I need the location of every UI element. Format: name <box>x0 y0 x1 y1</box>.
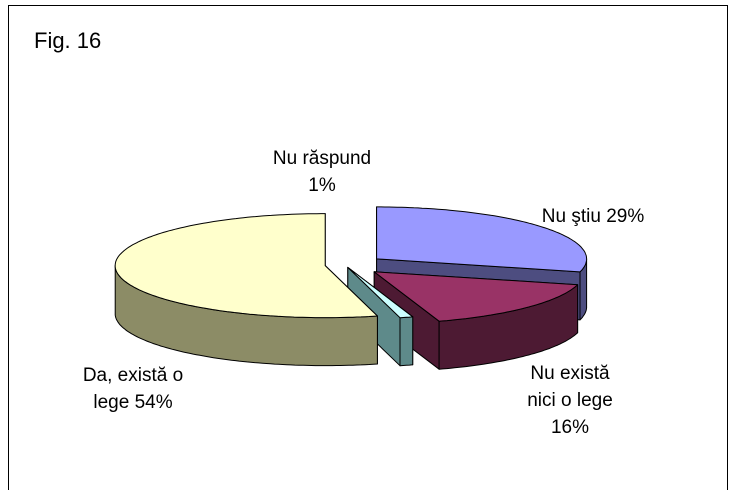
slice-side <box>399 316 414 367</box>
value-label: 16% <box>550 417 590 438</box>
slice-label: Nu ştiu 29% <box>518 203 668 230</box>
slice <box>376 206 588 273</box>
slice <box>347 266 414 319</box>
value-label: 1% <box>308 175 336 196</box>
slice-label: Da, există o lege 54% <box>68 362 198 416</box>
category: Nu există nici o lege <box>527 363 613 411</box>
value-label: 29% <box>606 206 645 227</box>
slice-label: Nu răspund 1% <box>262 145 382 199</box>
chart-title: Fig. 16 <box>34 28 102 53</box>
slice <box>373 271 579 322</box>
category: Da, există o lege <box>82 365 184 413</box>
value-label: 54% <box>134 392 173 413</box>
category: Nu răspund <box>272 148 372 169</box>
slice-label: Nu există nici o lege 16% <box>515 360 625 441</box>
category: Nu ştiu <box>541 206 601 227</box>
frame <box>8 5 728 490</box>
slice <box>114 213 378 319</box>
